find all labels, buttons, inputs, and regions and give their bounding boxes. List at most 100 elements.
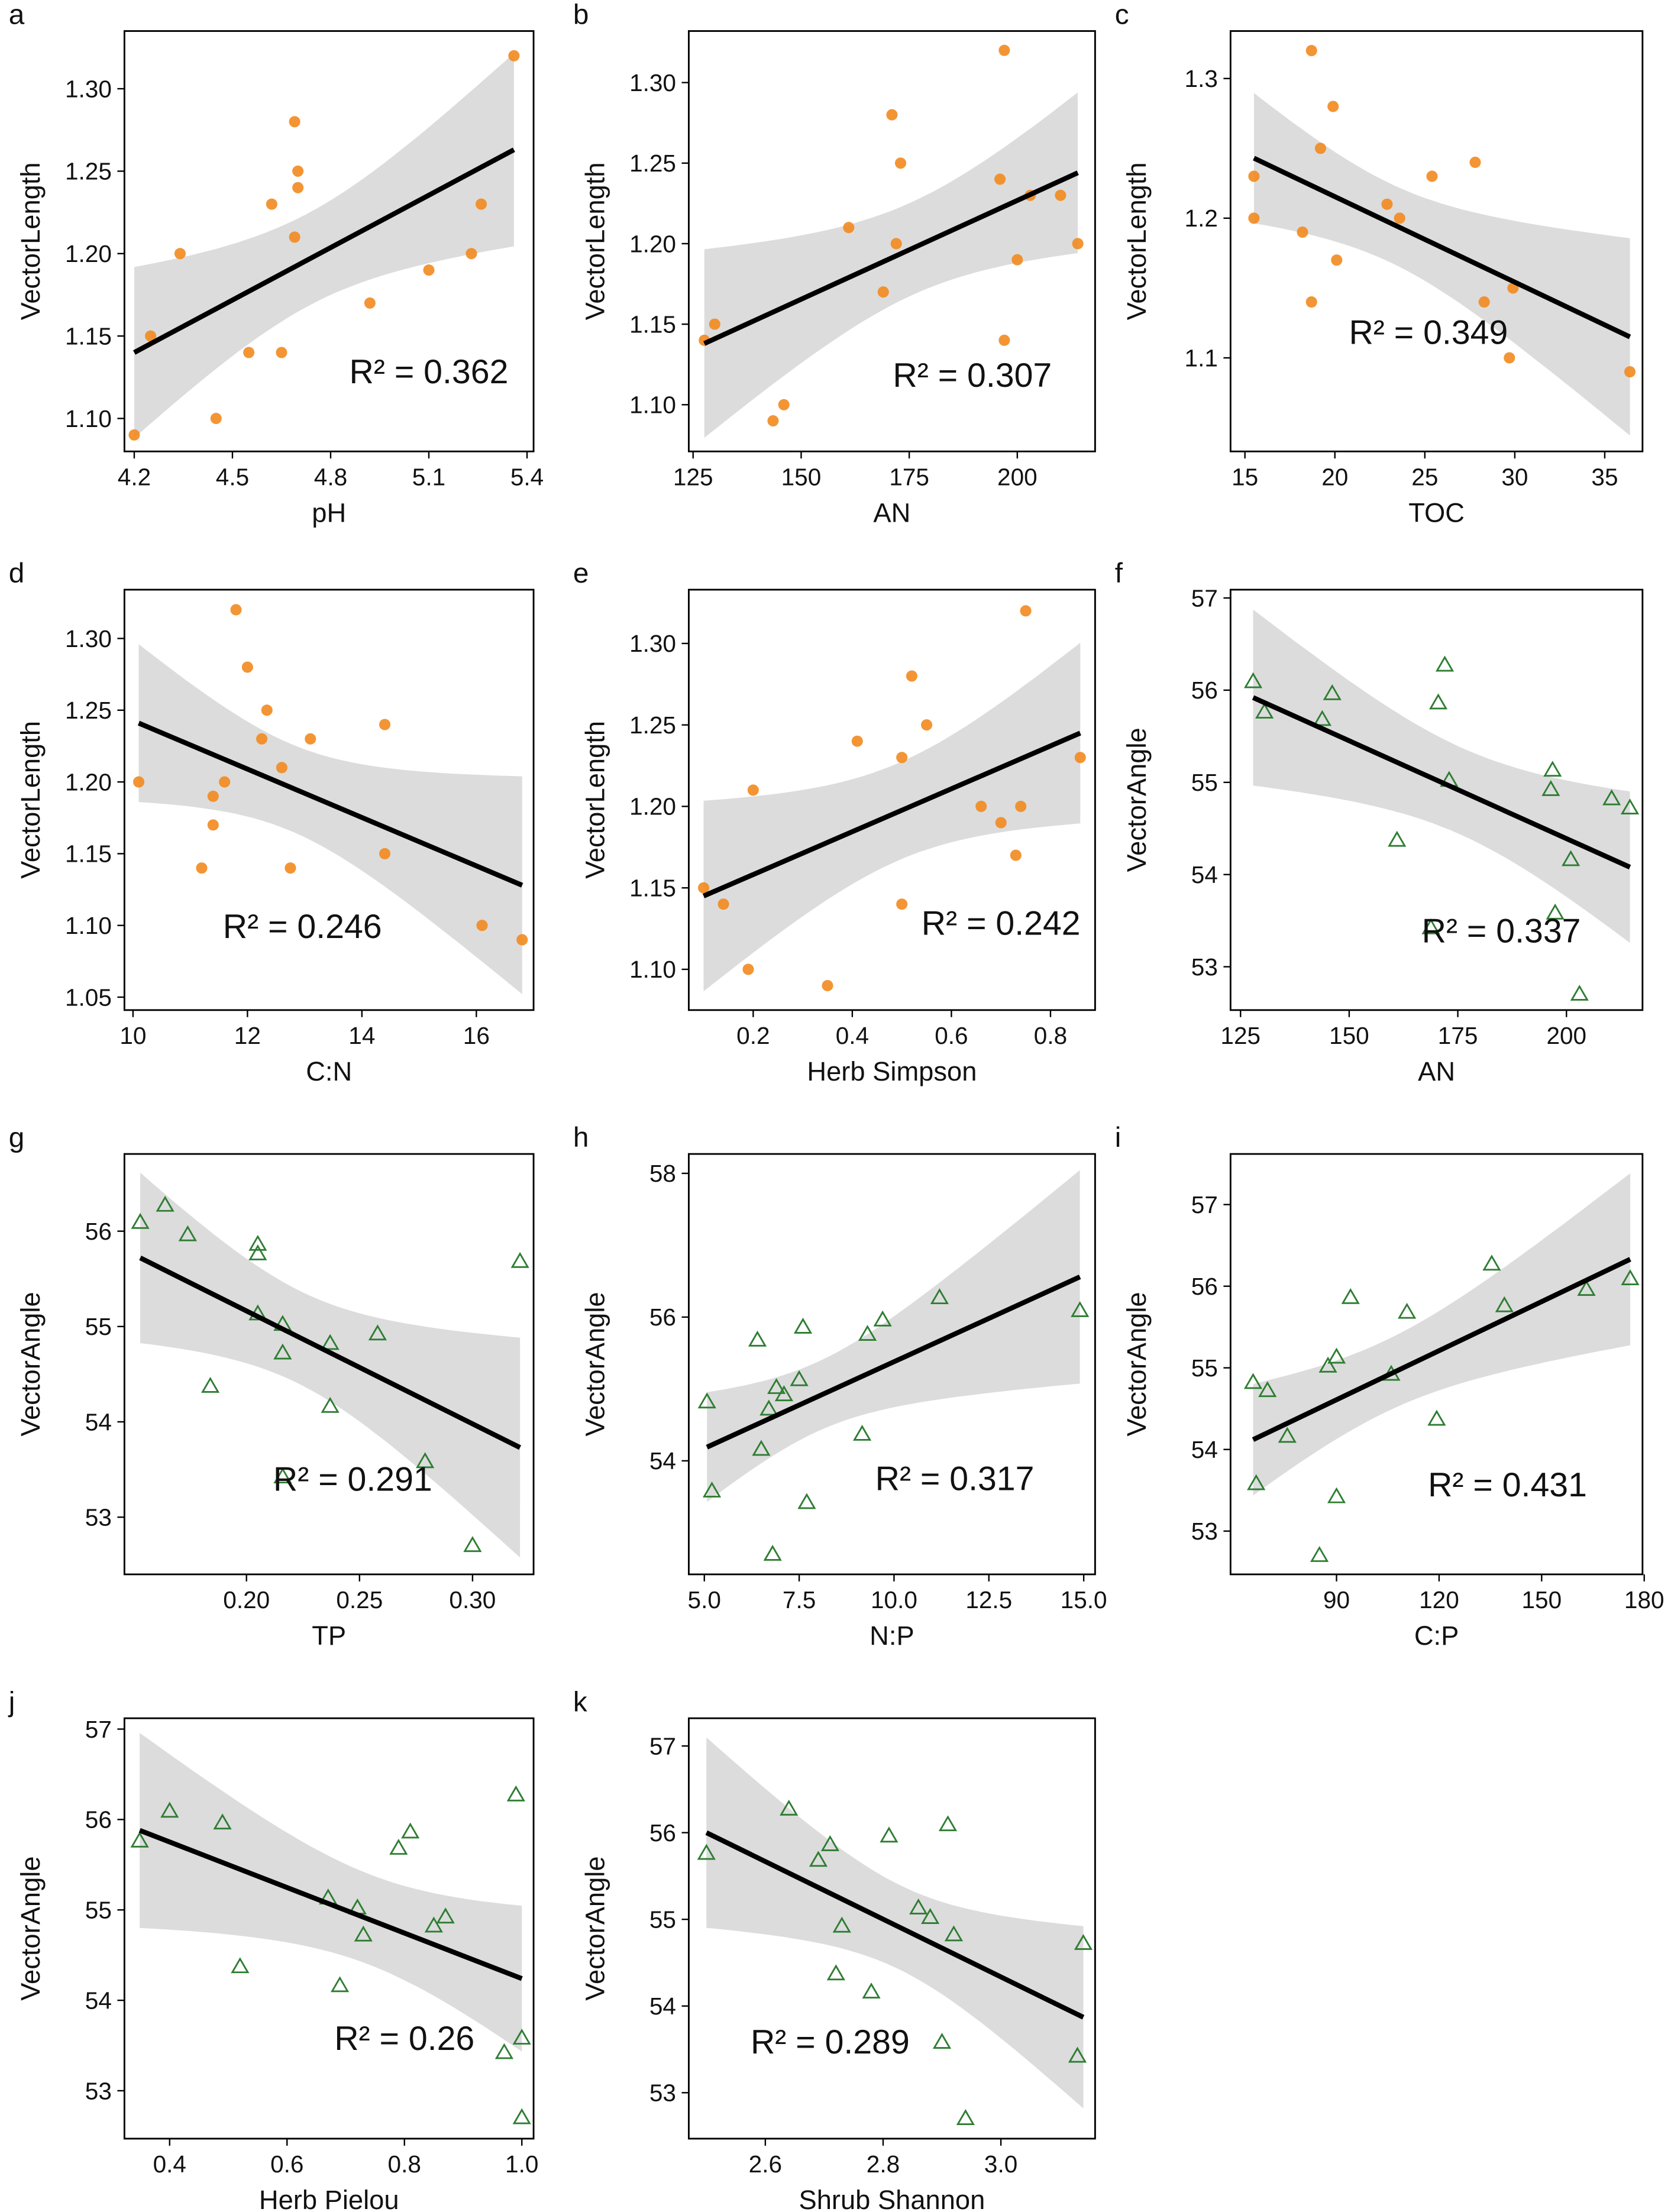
data-point <box>702 1481 722 1498</box>
data-point <box>1478 296 1490 308</box>
x-tick-label: 15 <box>1232 464 1258 491</box>
x-tick-label: 2.8 <box>867 2150 900 2178</box>
data-point <box>880 1826 898 1843</box>
plot-frame <box>1229 588 1644 1011</box>
data-point <box>767 415 779 427</box>
data-point <box>1071 1301 1090 1317</box>
x-tick-label: 25 <box>1411 464 1438 491</box>
x-tick-label: 5.1 <box>412 464 445 491</box>
y-tick-label: 1.20 <box>629 793 676 820</box>
r-squared-annotation: R² = 0.289 <box>751 2023 910 2061</box>
data-point <box>851 735 863 747</box>
data-point <box>1570 984 1589 1001</box>
y-tick-label: 1.10 <box>65 912 112 939</box>
x-tick-label: 125 <box>1220 1022 1260 1049</box>
panel-letter: b <box>573 0 589 31</box>
data-point <box>1435 655 1455 672</box>
y-tick-label: 1.20 <box>629 230 676 257</box>
data-point <box>379 719 391 730</box>
data-point <box>896 752 908 764</box>
data-point <box>516 934 528 946</box>
data-point <box>1495 1296 1514 1312</box>
data-point <box>995 817 1007 829</box>
data-point <box>932 2033 952 2049</box>
data-point <box>1543 761 1562 777</box>
panel-e: 0.2 0.4 0.6 0.8 1.10 1.15 1.20 1.25 1.30 Herb Sim… <box>573 558 1096 1086</box>
data-point <box>330 1976 350 1993</box>
y-tick-label: 1.30 <box>65 625 112 652</box>
x-tick-label: 0.8 <box>1034 1022 1067 1049</box>
data-point <box>1620 798 1640 815</box>
panel-letter: j <box>8 1686 15 1718</box>
y-tick-label: 1.05 <box>65 984 112 1011</box>
data-point <box>877 286 889 298</box>
data-point <box>890 238 902 250</box>
plot-frame <box>123 1153 535 1576</box>
data-point <box>747 784 759 796</box>
data-point <box>354 1925 373 1942</box>
data-point <box>921 1908 940 1924</box>
y-tick-label: 1.15 <box>65 322 112 350</box>
x-tick-label: 20 <box>1321 464 1348 491</box>
y-tick-label: 53 <box>85 1503 112 1531</box>
data-point <box>1624 366 1636 378</box>
confidence-band <box>134 53 514 438</box>
y-tick-label: 1.10 <box>65 405 112 432</box>
panel-g: 0.20 0.25 0.30 53 54 55 56 TP VectorAngle g R² = 0… <box>9 1122 535 1651</box>
x-axis-label: TOC <box>1408 498 1465 528</box>
x-tick-label: 35 <box>1591 464 1618 491</box>
x-tick-label: 3.0 <box>984 2150 1017 2178</box>
data-point <box>809 1851 828 1867</box>
r-squared-annotation: R² = 0.337 <box>1422 913 1581 950</box>
data-point <box>944 1925 964 1942</box>
data-point <box>273 1467 292 1484</box>
y-tick-label: 53 <box>85 2077 112 2104</box>
y-tick-label: 55 <box>85 1897 112 1924</box>
y-axis-label: VectorLength <box>15 162 46 320</box>
data-point <box>248 1234 267 1251</box>
data-point <box>512 2028 531 2045</box>
fit-line <box>706 1275 1081 1450</box>
data-point <box>207 819 219 831</box>
data-point <box>797 1493 816 1509</box>
data-point <box>321 1396 340 1413</box>
panel-letter: a <box>9 0 25 31</box>
data-point <box>210 412 222 425</box>
data-point <box>1010 849 1022 861</box>
y-tick-label: 1.10 <box>629 392 676 419</box>
y-axis-label: VectorAngle <box>1121 1292 1152 1436</box>
x-tick-label: 5.4 <box>510 464 544 491</box>
data-point <box>510 1251 529 1268</box>
data-point <box>1327 1347 1346 1364</box>
x-tick-label: 4.8 <box>314 464 347 491</box>
data-point <box>401 1822 420 1839</box>
x-axis-label: Herb Pielou <box>259 2185 399 2212</box>
data-point <box>230 604 242 616</box>
data-point <box>717 898 729 910</box>
data-point <box>1327 101 1339 112</box>
data-point <box>241 661 253 673</box>
data-point <box>790 1370 809 1386</box>
data-point <box>1011 254 1023 266</box>
y-tick-label: 1.3 <box>1185 65 1218 92</box>
fit-line <box>132 147 515 355</box>
y-tick-label: 54 <box>649 1447 676 1474</box>
data-point <box>1394 212 1405 224</box>
x-axis-label: AN <box>1418 1056 1455 1086</box>
data-point <box>219 776 231 788</box>
data-point <box>207 790 219 802</box>
data-point <box>858 1325 877 1341</box>
data-point <box>1243 1373 1263 1389</box>
data-point <box>1421 918 1440 934</box>
x-tick-label: 15.0 <box>1061 1586 1107 1613</box>
data-point <box>1020 605 1032 617</box>
y-axis-label: VectorLength <box>580 721 610 879</box>
data-point <box>1469 156 1481 168</box>
y-tick-label: 1.15 <box>629 874 676 901</box>
data-point <box>1068 2046 1087 2063</box>
confidence-band <box>138 644 522 994</box>
data-point <box>1546 903 1565 920</box>
data-point <box>285 862 296 874</box>
x-tick-label: 14 <box>348 1022 375 1049</box>
y-tick-label: 1.25 <box>629 712 676 739</box>
